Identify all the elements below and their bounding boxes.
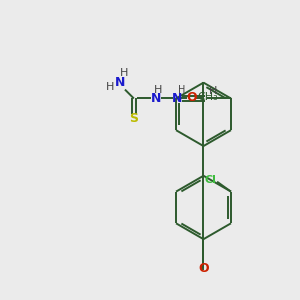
Text: N: N: [172, 92, 183, 105]
Text: H: H: [154, 85, 162, 94]
Text: O: O: [187, 91, 197, 104]
Text: H: H: [209, 85, 217, 96]
Text: H: H: [120, 68, 128, 78]
Text: N: N: [115, 76, 125, 89]
Text: CH₃: CH₃: [197, 92, 218, 103]
Text: N: N: [151, 92, 161, 105]
Text: S: S: [129, 112, 138, 125]
Text: H: H: [178, 85, 185, 94]
Text: O: O: [198, 262, 209, 275]
Text: Cl: Cl: [204, 175, 216, 185]
Text: H: H: [106, 82, 114, 92]
